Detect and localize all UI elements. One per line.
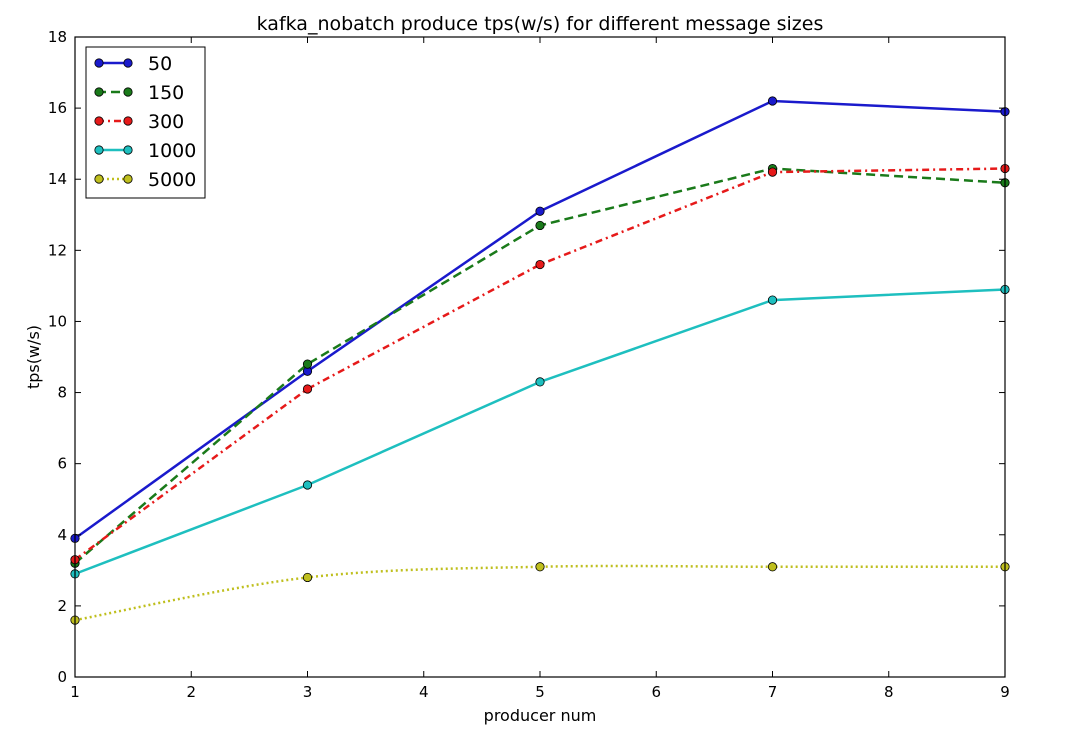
series-50: [70, 96, 1010, 543]
x-tick-label: 5: [535, 683, 545, 701]
legend-label: 5000: [148, 169, 196, 191]
legend-swatch-marker: [94, 87, 104, 97]
x-tick-label: 8: [884, 683, 894, 701]
y-axis: 0 2 4 6 8 10 12 14 16 18: [48, 28, 1005, 686]
data-point: [767, 562, 778, 572]
x-tick-label: 2: [186, 683, 196, 701]
y-tick-label: 12: [48, 241, 67, 259]
data-point: [302, 480, 313, 490]
y-tick-label: 8: [57, 384, 67, 402]
x-tick-label: 4: [419, 683, 429, 701]
x-axis-label: producer num: [484, 706, 597, 725]
data-point: [302, 359, 313, 369]
legend-item: 300: [94, 111, 184, 133]
legend-swatch-marker: [123, 174, 133, 184]
legend-swatch-marker: [123, 116, 133, 126]
y-tick-label: 0: [57, 668, 67, 686]
data-point: [302, 572, 313, 583]
x-tick-label: 7: [768, 683, 778, 701]
x-axis: 1 2 3 4 5 6 7 8 9: [70, 37, 1010, 701]
plot-area: [70, 96, 1010, 625]
x-tick-label: 3: [303, 683, 313, 701]
legend-item: 150: [94, 82, 184, 104]
legend-label: 150: [148, 82, 184, 104]
legend-swatch-marker: [123, 58, 133, 68]
legend-label: 1000: [148, 140, 196, 162]
legend-label: 300: [148, 111, 184, 133]
legend-swatch-marker: [94, 116, 104, 126]
series-line-1000: [74, 288, 1006, 576]
legend-label: 50: [148, 53, 172, 75]
x-tick-label: 1: [70, 683, 80, 701]
legend-swatch-marker: [94, 145, 104, 155]
y-tick-label: 18: [48, 28, 67, 46]
data-point: [767, 167, 778, 177]
series-1000: [70, 284, 1010, 579]
y-tick-label: 14: [48, 170, 67, 188]
legend-item: 5000: [94, 169, 196, 191]
series-line-300: [74, 167, 1006, 561]
legend-swatch-marker: [123, 87, 133, 97]
y-tick-label: 16: [48, 99, 67, 117]
data-point: [535, 377, 545, 387]
series-300: [70, 163, 1010, 565]
data-point: [302, 384, 313, 394]
data-point: [767, 295, 778, 305]
legend-swatch-marker: [123, 145, 133, 155]
y-tick-label: 6: [57, 455, 67, 473]
legend-item: 50: [94, 53, 172, 75]
legend-swatch-marker: [94, 58, 104, 68]
data-point: [535, 259, 545, 270]
plot-frame: [74, 36, 1006, 678]
chart-title: kafka_nobatch produce tps(w/s) for diffe…: [257, 13, 824, 35]
y-tick-label: 4: [57, 526, 67, 544]
series-5000: [70, 562, 1010, 625]
data-point: [767, 96, 778, 106]
x-tick-label: 6: [651, 683, 661, 701]
legend-box: [85, 46, 206, 199]
x-tick-label: 9: [1000, 683, 1010, 701]
legend-item: 1000: [94, 140, 196, 162]
series-line-5000: [74, 564, 1005, 622]
data-point: [535, 220, 545, 231]
series-150: [70, 163, 1010, 568]
y-axis-label: tps(w/s): [24, 325, 43, 389]
series-line-50: [74, 99, 1006, 540]
data-point: [535, 562, 545, 572]
legend: 50 150 300 1000 5000: [85, 46, 206, 199]
data-point: [535, 206, 545, 216]
y-tick-label: 2: [57, 597, 67, 615]
y-tick-label: 10: [48, 312, 67, 330]
legend-swatch-marker: [94, 174, 104, 184]
